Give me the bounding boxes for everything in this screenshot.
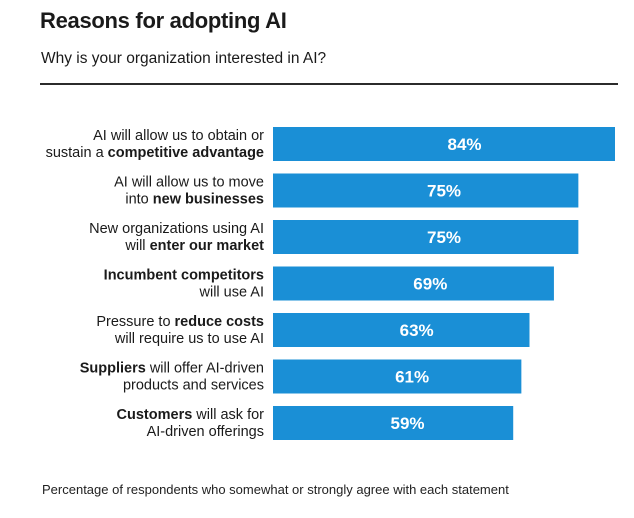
- category-label: sustain a competitive advantage: [46, 145, 264, 161]
- category-label: will require us to use AI: [114, 331, 264, 347]
- category-label: Pressure to reduce costs: [96, 314, 264, 330]
- bar-4: [273, 266, 554, 301]
- category-label: New organizations using AI: [89, 221, 264, 237]
- bar-value-label: 75%: [427, 182, 461, 201]
- category-label: Suppliers will offer AI-driven: [80, 361, 264, 377]
- bar-5: [273, 313, 530, 347]
- category-label: Incumbent competitors: [104, 268, 264, 284]
- bar-3: [273, 220, 579, 254]
- bar-value-label: 69%: [413, 275, 447, 294]
- bar-2: [273, 173, 579, 208]
- bar-chart: 84% AI will allow us to obtain orsustain …: [46, 127, 615, 440]
- category-label: will enter our market: [124, 238, 264, 254]
- bar-value-label: 75%: [427, 228, 461, 247]
- bar-6: [273, 359, 522, 394]
- category-label: AI-driven offerings: [147, 424, 264, 440]
- category-label: AI will allow us to move: [114, 175, 264, 191]
- chart-subtitle: Why is your organization interested in A…: [41, 50, 327, 67]
- footnote: Percentage of respondents who somewhat o…: [42, 482, 509, 497]
- category-label: products and services: [123, 378, 264, 394]
- bar-7: [273, 406, 514, 440]
- category-label: Customers will ask for: [117, 407, 265, 423]
- bar-1: [273, 127, 615, 161]
- chart-title: Reasons for adopting AI: [40, 8, 287, 33]
- category-label: will use AI: [199, 285, 264, 301]
- bar-value-label: 59%: [391, 414, 425, 433]
- header-divider: [40, 83, 618, 85]
- category-label: into new businesses: [125, 192, 264, 208]
- bar-value-label: 61%: [395, 368, 429, 387]
- category-label: AI will allow us to obtain or: [93, 128, 264, 144]
- bar-value-label: 84%: [448, 135, 482, 154]
- bar-value-label: 63%: [400, 321, 434, 340]
